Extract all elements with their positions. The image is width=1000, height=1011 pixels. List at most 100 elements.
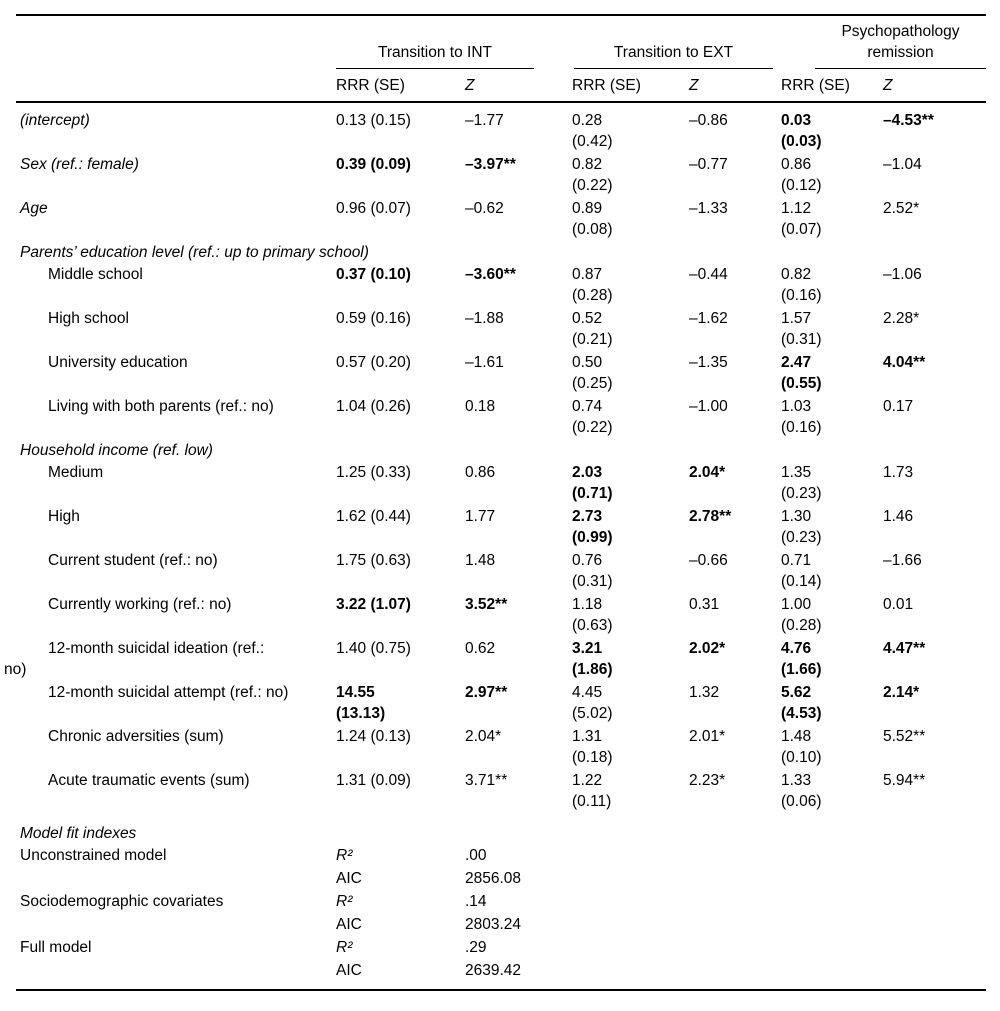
cell: –1.62 <box>689 310 728 327</box>
row-label: Age <box>20 200 48 217</box>
row-label: Medium <box>48 464 104 481</box>
cell: 2.52* <box>883 200 920 217</box>
cell: 0.86 (0.12) <box>781 156 822 194</box>
row-label: Living with both parents (ref.: no) <box>48 398 274 415</box>
cell: 1.48 <box>465 552 496 569</box>
cell: 4.45 (5.02) <box>572 684 613 722</box>
cell: AIC <box>336 916 362 933</box>
cell: 1.57 (0.31) <box>781 310 822 348</box>
cell: 0.31 <box>689 596 720 613</box>
cell: –1.00 <box>689 398 728 415</box>
table-row: AIC 2639.42 <box>16 960 986 983</box>
subheader-row: RRR (SE) Z RRR (SE) Z RRR (SE) Z <box>16 69 986 103</box>
row-label: Middle school <box>48 266 143 283</box>
table-row: Acute traumatic events (sum) 1.31 (0.09) 3… <box>16 770 986 814</box>
table-row: High 1.62 (0.44) 1.77 2.73 (0.99) 2.78** 1.30… <box>16 506 986 550</box>
cell: .14 <box>465 893 487 910</box>
cell: 1.77 <box>465 508 496 525</box>
cell: –3.97** <box>465 156 516 173</box>
cell: 0.71 (0.14) <box>781 552 822 590</box>
cell: 0.62 <box>465 640 496 657</box>
subheader-z-ext: Z <box>689 77 699 94</box>
cell: 5.94** <box>883 772 926 789</box>
cell: –0.66 <box>689 552 728 569</box>
cell: –1.04 <box>883 156 922 173</box>
cell: 4.04** <box>883 354 926 371</box>
cell: 1.03 (0.16) <box>781 398 822 436</box>
row-label: Chronic adversities (sum) <box>48 728 224 745</box>
cell: 0.28 (0.42) <box>572 112 613 150</box>
cell: 1.33 (0.06) <box>781 772 822 810</box>
cell: 2.03 (0.71) <box>572 464 613 502</box>
cell: R² <box>336 847 353 864</box>
cell: 1.31 (0.18) <box>572 728 613 766</box>
cell: 1.12 (0.07) <box>781 200 822 238</box>
table-row: Middle school 0.37 (0.10) –3.60** 0.87 (0.2… <box>16 264 986 308</box>
cell: 2.23* <box>689 772 726 789</box>
row-label: Sociodemographic covariates <box>20 893 224 910</box>
cell: AIC <box>336 962 362 979</box>
cell: 3.52** <box>465 596 508 613</box>
table-row: Medium 1.25 (0.33) 0.86 2.03 (0.71) 2.04* 1.3… <box>16 462 986 506</box>
cell: 0.59 (0.16) <box>336 310 411 327</box>
cell: 1.35 (0.23) <box>781 464 822 502</box>
cell: –0.44 <box>689 266 728 283</box>
cell: 1.75 (0.63) <box>336 552 411 569</box>
row-label: Full model <box>20 939 92 956</box>
cell: 0.87 (0.28) <box>572 266 613 304</box>
cell: 3.22 (1.07) <box>336 596 411 613</box>
cell: 14.55 (13.13) <box>336 684 386 722</box>
cell: 1.00 (0.28) <box>781 596 822 634</box>
row-label: 12-month suicidal ideation (ref.: no) <box>4 640 265 678</box>
cell: 2.78** <box>689 508 732 525</box>
cell: 2.73 (0.99) <box>572 508 613 546</box>
cell: 2.28* <box>883 310 920 327</box>
cell: 3.71** <box>465 772 508 789</box>
cell: 0.52 (0.21) <box>572 310 613 348</box>
cell: 0.74 (0.22) <box>572 398 613 436</box>
cell: –1.35 <box>689 354 728 371</box>
row-label: High <box>48 508 80 525</box>
cell: 0.76 (0.31) <box>572 552 613 590</box>
row-label: Model fit indexes <box>20 825 137 842</box>
cell: 3.21 (1.86) <box>572 640 613 678</box>
cell: 2.02* <box>689 640 726 657</box>
cell: 2.04* <box>465 728 502 745</box>
cell: 2.97** <box>465 684 508 701</box>
cell: 2803.24 <box>465 916 522 933</box>
cell: –1.88 <box>465 310 504 327</box>
row-label: Household income (ref. low) <box>20 442 213 459</box>
cell: 0.86 <box>465 464 496 481</box>
table-row: Current student (ref.: no) 1.75 (0.63) 1.4… <box>16 550 986 594</box>
subheader-rrr-se-ext: RRR (SE) <box>572 77 641 94</box>
row-label: University education <box>48 354 188 371</box>
table-body: (intercept) 0.13 (0.15) –1.77 0.28 (0.42) –0… <box>4 103 986 989</box>
header-spacer <box>16 75 336 96</box>
table-row: University education 0.57 (0.20) –1.61 0.50… <box>16 352 986 396</box>
cell: –1.06 <box>883 266 922 283</box>
cell: 0.18 <box>465 398 496 415</box>
cell: 1.32 <box>689 684 720 701</box>
row-label: Current student (ref.: no) <box>48 552 218 569</box>
cell: –1.77 <box>465 112 504 129</box>
subheader-rrr-se-rem: RRR (SE) <box>781 77 850 94</box>
cell: 1.04 (0.26) <box>336 398 411 415</box>
results-table: Transition to INT Transition to EXT Psyc… <box>4 14 986 991</box>
cell: 1.40 (0.75) <box>336 640 411 657</box>
cell: 2639.42 <box>465 962 522 979</box>
table-row: Full model R² .29 <box>16 937 986 960</box>
cell: –0.77 <box>689 156 728 173</box>
cell: 0.03 (0.03) <box>781 112 822 150</box>
col-group-transition-int: Transition to INT <box>336 42 534 69</box>
table-header: Transition to INT Transition to EXT Psyc… <box>16 16 986 103</box>
col-group-label: Transition to EXT <box>613 44 734 61</box>
cell: 0.82 (0.22) <box>572 156 613 194</box>
cell: 4.47** <box>883 640 926 657</box>
row-label: Parents’ education level (ref.: up to pr… <box>20 244 369 261</box>
cell: 0.01 <box>883 596 914 613</box>
cell: 0.57 (0.20) <box>336 354 411 371</box>
cell: R² <box>336 939 353 956</box>
cell: .29 <box>465 939 487 956</box>
table-row: Currently working (ref.: no) 3.22 (1.07) 3… <box>16 594 986 638</box>
cell: 1.30 (0.23) <box>781 508 822 546</box>
